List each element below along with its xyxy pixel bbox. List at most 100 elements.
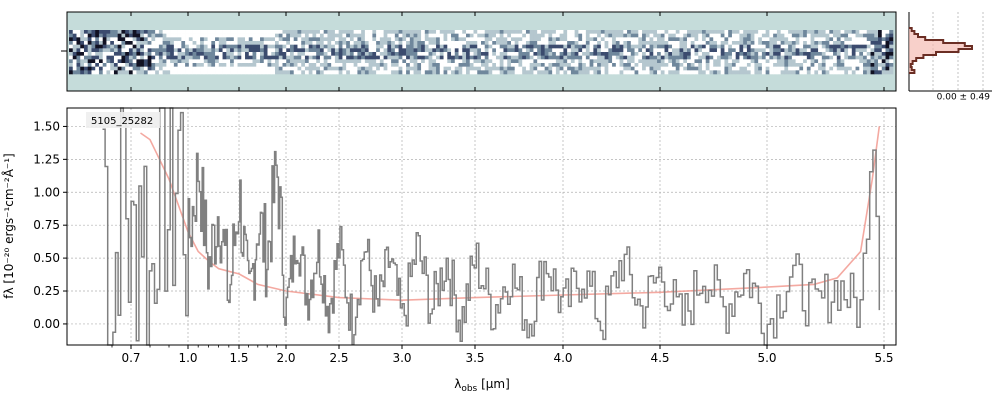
heatmap-cell xyxy=(634,33,639,38)
heatmap-cell xyxy=(728,44,733,49)
heatmap-cell xyxy=(357,44,362,49)
heatmap-cell xyxy=(675,37,680,42)
heatmap-cell xyxy=(645,55,650,60)
heatmap-cell xyxy=(492,70,497,75)
heatmap-cell xyxy=(679,59,684,64)
heatmap-cell xyxy=(825,59,830,64)
heatmap-cell xyxy=(585,37,590,42)
heatmap-cell xyxy=(690,52,695,56)
heatmap-cell xyxy=(462,33,467,38)
heatmap-cell xyxy=(791,30,796,34)
heatmap-cell xyxy=(203,48,208,53)
heatmap-cell xyxy=(889,48,894,53)
heatmap-cell xyxy=(166,52,171,56)
heatmap-cell xyxy=(507,55,512,60)
heatmap-cell xyxy=(698,66,703,71)
heatmap-cell xyxy=(731,70,736,75)
heatmap-cell xyxy=(278,48,283,53)
heatmap-cell xyxy=(503,30,508,34)
heatmap-cell xyxy=(597,30,602,34)
heatmap-cell xyxy=(256,63,261,67)
heatmap-cell xyxy=(372,44,377,49)
heatmap-cell xyxy=(563,44,568,49)
heatmap-cell xyxy=(349,37,354,42)
heatmap-cell xyxy=(185,52,190,56)
heatmap-cell xyxy=(619,63,624,67)
heatmap-cell xyxy=(664,55,669,60)
heatmap-cell xyxy=(454,30,459,34)
heatmap-cell xyxy=(338,37,343,42)
heatmap-cell xyxy=(417,63,422,67)
heatmap-cell xyxy=(289,44,295,49)
heatmap-cell xyxy=(630,41,635,45)
heatmap-cell xyxy=(447,33,452,38)
heatmap-cell xyxy=(304,30,310,34)
x-axis-label: λobs [μm] xyxy=(454,377,510,394)
x-tick-label-1: 1.0 xyxy=(178,351,197,365)
heatmap-cell xyxy=(409,59,414,64)
heatmap-cell xyxy=(443,66,448,71)
heatmap-cell xyxy=(421,30,426,34)
heatmap-cell xyxy=(773,66,778,71)
heatmap-cell xyxy=(319,66,324,71)
heatmap-cell xyxy=(724,59,729,64)
heatmap-cell xyxy=(499,44,504,49)
heatmap-cell xyxy=(83,66,89,71)
heatmap-cell xyxy=(836,59,841,64)
heatmap-cell xyxy=(177,48,182,53)
heatmap-cell xyxy=(162,30,167,34)
heatmap-cell xyxy=(499,70,504,75)
heatmap-cell xyxy=(799,37,804,42)
heatmap-cell xyxy=(69,55,74,60)
heatmap-cell xyxy=(840,66,845,71)
heatmap-cell xyxy=(548,55,553,60)
heatmap-cell xyxy=(428,66,433,71)
heatmap-cell xyxy=(331,66,336,71)
heatmap-cell xyxy=(173,30,178,34)
heatmap-cell xyxy=(885,66,890,71)
heatmap-cell xyxy=(398,44,403,49)
heatmap-cell xyxy=(312,41,317,45)
heatmap-cell xyxy=(102,44,107,49)
heatmap-cell xyxy=(791,55,796,60)
heatmap-cell xyxy=(432,59,437,64)
heatmap-cell xyxy=(705,70,710,75)
heatmap-cell xyxy=(143,52,148,56)
heatmap-cell xyxy=(821,59,826,64)
heatmap-cell xyxy=(803,59,808,64)
heatmap-cell xyxy=(80,63,85,67)
heatmap-cell xyxy=(349,66,354,71)
heatmap-cell xyxy=(331,52,336,56)
heatmap-cell xyxy=(87,48,92,53)
heatmap-cell xyxy=(95,41,100,45)
heatmap-cell xyxy=(282,59,287,64)
heatmap-cell xyxy=(241,52,246,56)
heatmap-cell xyxy=(582,37,587,42)
heatmap-cell xyxy=(125,66,130,71)
heatmap-cell xyxy=(454,63,459,67)
heatmap-cell xyxy=(855,59,860,64)
heatmap-cell xyxy=(308,63,313,67)
heatmap-cell xyxy=(818,52,823,56)
heatmap-cell xyxy=(780,66,785,71)
heatmap-cell xyxy=(173,41,178,45)
heatmap-cell xyxy=(492,33,497,38)
heatmap-cell xyxy=(788,70,793,75)
heatmap-cell xyxy=(473,30,478,34)
heatmap-cell xyxy=(196,44,201,49)
heatmap-cell xyxy=(338,70,343,75)
heatmap-cell xyxy=(383,41,388,45)
heatmap-cell xyxy=(451,33,456,38)
heatmap-cell xyxy=(417,44,422,49)
heatmap-cell xyxy=(589,30,594,34)
heatmap-cell xyxy=(357,55,362,60)
heatmap-cell xyxy=(518,33,523,38)
heatmap-cell xyxy=(331,59,336,64)
heatmap-cell xyxy=(484,70,489,75)
heatmap-cell xyxy=(851,52,856,56)
heatmap-cell xyxy=(289,55,295,60)
heatmap-cell xyxy=(177,66,182,71)
heatmap-cell xyxy=(615,59,620,64)
heatmap-cell xyxy=(147,33,152,38)
y-axis-label: fλ [10⁻²⁰ ergs⁻¹cm⁻²Å⁻¹] xyxy=(1,153,16,298)
